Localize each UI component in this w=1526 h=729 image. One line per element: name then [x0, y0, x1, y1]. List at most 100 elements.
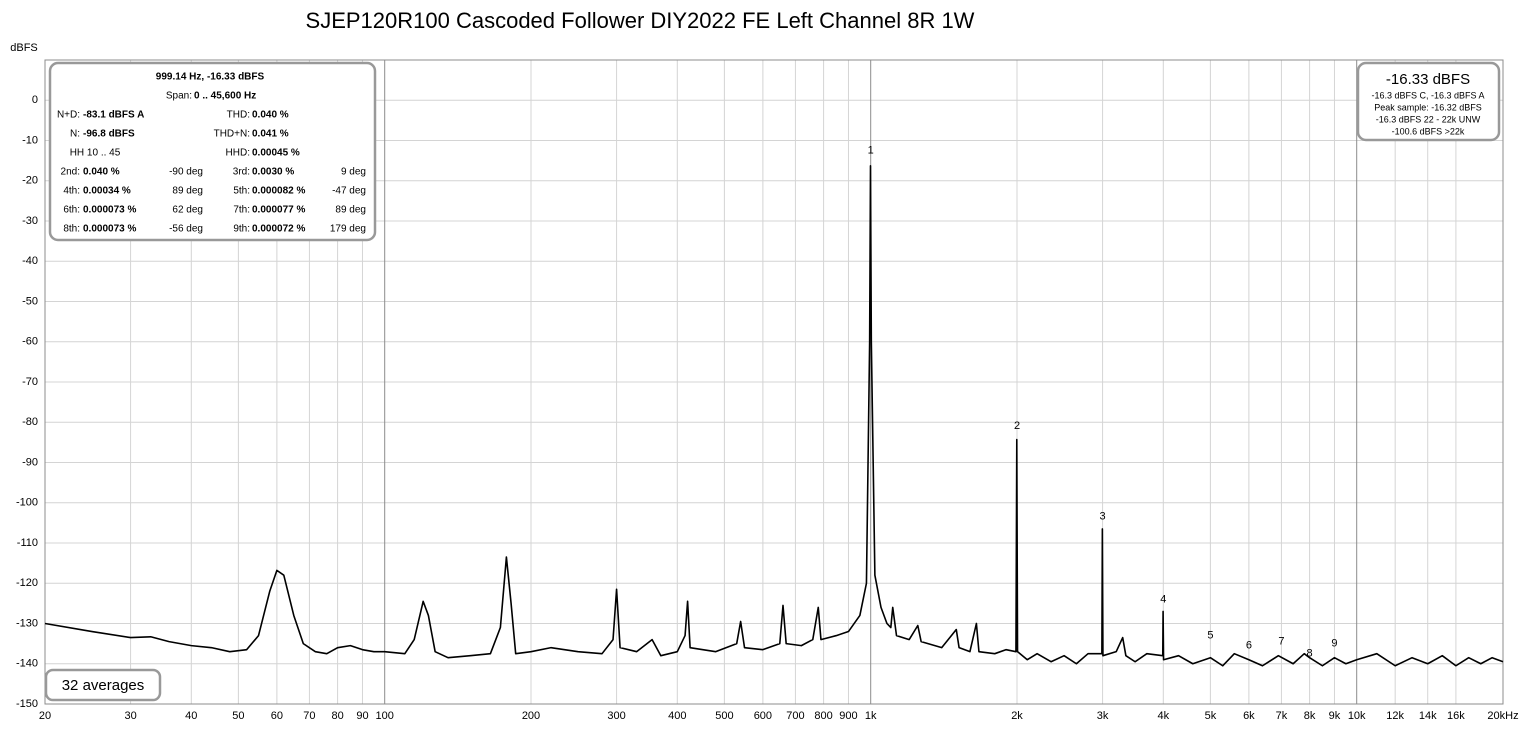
panel-value: 0.00045 % [252, 148, 300, 159]
y-tick-label: -130 [16, 617, 38, 629]
x-tick-label: 70 [303, 710, 315, 722]
panel-label: HHD: [226, 148, 250, 159]
harmonic-label: 3 [1100, 511, 1106, 523]
x-tick-label: 60 [271, 710, 283, 722]
panel-label: 5th: [233, 186, 250, 197]
y-tick-label: -110 [17, 537, 38, 549]
panel-value: 0.0030 % [252, 167, 294, 178]
panel-value: 0.000073 % [83, 205, 136, 216]
harmonic-label: 4 [1160, 593, 1166, 605]
panel-label: THD+N: [214, 129, 250, 140]
x-tick-label: 12k [1386, 710, 1404, 722]
y-tick-label: -100 [16, 497, 38, 509]
y-tick-label: -140 [16, 658, 38, 670]
x-tick-label: 400 [668, 710, 686, 722]
x-tick-label: 8k [1304, 710, 1316, 722]
harmonic-label: 6 [1246, 640, 1252, 652]
panel-value: 0.040 % [252, 110, 289, 121]
panel-value: 0.040 % [83, 167, 120, 178]
x-tick-label: 6k [1243, 710, 1255, 722]
harmonic-label: 1 [868, 144, 874, 156]
panel-value: 0.000073 % [83, 224, 136, 235]
y-tick-label: -40 [22, 255, 38, 267]
level-panel: -16.33 dBFS -16.3 dBFS C, -16.3 dBFS A Pe… [1356, 61, 1501, 142]
harmonic-label: 9 [1331, 638, 1337, 650]
x-tick-label: 50 [232, 710, 244, 722]
x-tick-label: 80 [331, 710, 343, 722]
panel-label: 9th: [233, 224, 250, 235]
x-tick-label: 700 [786, 710, 804, 722]
harmonic-label: 2 [1014, 420, 1020, 432]
x-tick-label: 500 [715, 710, 733, 722]
x-tick-label: 1k [865, 710, 877, 722]
panel-phase: 62 deg [172, 205, 203, 216]
x-tick-label: 14k [1419, 710, 1437, 722]
x-tick-label: 7k [1276, 710, 1288, 722]
panel-phase: -90 deg [169, 167, 203, 178]
panel-value: 0.041 % [252, 129, 289, 140]
panel-label: 6th: [63, 205, 80, 216]
panel-label: 7th: [233, 205, 250, 216]
y-tick-label: -70 [22, 376, 38, 388]
panel-phase: 89 deg [335, 205, 366, 216]
trace [44, 165, 1504, 667]
panel-value: -96.8 dBFS [83, 129, 135, 140]
panel-value: 0.000082 % [252, 186, 305, 197]
x-tick-label: 900 [839, 710, 857, 722]
panel-box [44, 668, 162, 702]
y-tick-label: -50 [22, 295, 38, 307]
x-tick-label: 5k [1205, 710, 1217, 722]
x-tick-label: 90 [356, 710, 368, 722]
panel-phase: -47 deg [332, 186, 366, 197]
panel-box [48, 61, 377, 242]
x-tick-label: 40 [185, 710, 197, 722]
panel-label: N: [70, 129, 80, 140]
panel-label: 3rd: [233, 167, 250, 178]
panel-label: 8th: [63, 224, 80, 235]
panel-label: Span: [166, 91, 192, 102]
chart-title: SJEP120R100 Cascoded Follower DIY2022 FE… [306, 8, 975, 33]
panel-value: -83.1 dBFS A [83, 110, 144, 121]
spectrum-line [44, 165, 1504, 667]
panel-label: 2nd: [61, 167, 80, 178]
y-tick-label: 0 [32, 94, 38, 106]
panel-box [1356, 61, 1501, 142]
level-line: -16.3 dBFS C, -16.3 dBFS A [1371, 90, 1484, 100]
panel-value: 0.000077 % [252, 205, 305, 216]
x-tick-label: 4k [1157, 710, 1169, 722]
panel-phase: 9 deg [341, 167, 366, 178]
panel-value: 0.000072 % [252, 224, 305, 235]
y-axis-label: dBFS [10, 42, 38, 54]
y-tick-label: -120 [16, 577, 38, 589]
level-line: -16.3 dBFS 22 - 22k UNW [1376, 114, 1481, 124]
x-tick-label: 30 [124, 710, 136, 722]
harmonic-label: 5 [1207, 629, 1213, 641]
panel-label: N+D: [57, 110, 80, 121]
x-tick-label: 2k [1011, 710, 1023, 722]
averages-label: 32 averages [62, 677, 145, 694]
level-line: Peak sample: -16.32 dBFS [1374, 102, 1482, 112]
y-tick-label: -80 [22, 416, 38, 428]
y-tick-label: -60 [22, 336, 38, 348]
averages-box: 32 averages [44, 668, 162, 702]
y-tick-label: -20 [22, 175, 38, 187]
y-tick-label: -10 [22, 134, 38, 146]
y-tick-label: -30 [22, 215, 38, 227]
x-tick-label: 600 [754, 710, 772, 722]
x-tick-label: 800 [814, 710, 832, 722]
y-tick-label: -90 [22, 456, 38, 468]
x-tick-label: 100 [376, 710, 394, 722]
panel-phase: 89 deg [172, 186, 203, 197]
panel-label: HH 10 .. 45 [70, 148, 121, 159]
panel-label: 4th: [63, 186, 80, 197]
x-tick-label: 10k [1348, 710, 1366, 722]
panel-phase: -56 deg [169, 224, 203, 235]
x-tick-label: 20 [39, 710, 51, 722]
level-value: -16.33 dBFS [1386, 71, 1470, 88]
plot-frame [44, 59, 1504, 705]
x-tick-label: 300 [607, 710, 625, 722]
panel-header: 999.14 Hz, -16.33 dBFS [156, 72, 265, 83]
x-tick-label: 3k [1097, 710, 1109, 722]
x-tick-label: 9k [1329, 710, 1341, 722]
